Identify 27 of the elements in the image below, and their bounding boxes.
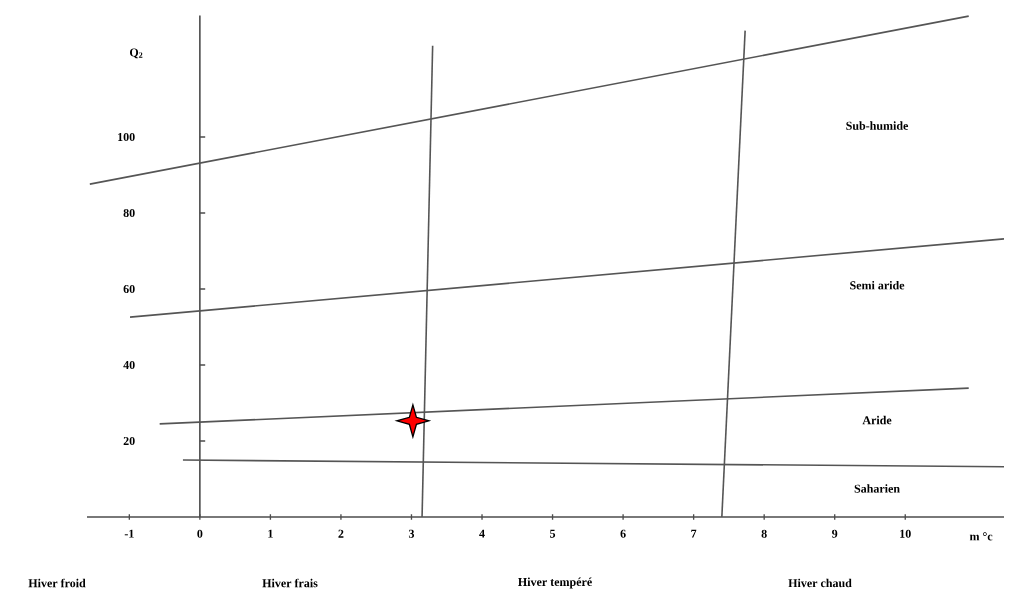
x-tick-label: 0 [197,529,203,538]
x-tick-label: 4 [479,529,485,538]
text: Hiver tempéré [518,577,592,589]
x-tick-label: 10 [900,529,911,538]
annotation: Sub-humide [846,121,909,130]
y-axis-title: Q$_{2}$ [129,48,143,59]
annotation: Semi aride [850,280,905,290]
annotation: Aride [862,415,892,425]
text: Hiver frais [262,578,318,588]
x-tick-label: 8 [761,529,767,538]
y-tick-label: 100 [118,132,135,142]
text: Hiver froid [28,578,86,588]
x-tick-label: 7 [691,529,697,538]
y-tick-label: 40 [123,360,135,370]
x-tick-label: -1 [124,529,134,538]
y-tick-label: 20 [123,436,135,446]
x-tick-label: 5 [550,529,556,538]
x-tick-label: 9 [832,529,838,538]
x-tick-label: 6 [620,529,626,538]
x-tick-label: 3 [408,529,415,538]
x-tick-label: 2 [338,529,344,538]
annotation: Saharien [854,484,900,493]
y-tick-label: 80 [123,208,135,218]
text: Hiver chaud [788,578,852,588]
y-tick-label: 60 [123,284,135,294]
x-tick-label: 1 [268,529,273,538]
x-axis-title: m °c [969,532,993,541]
